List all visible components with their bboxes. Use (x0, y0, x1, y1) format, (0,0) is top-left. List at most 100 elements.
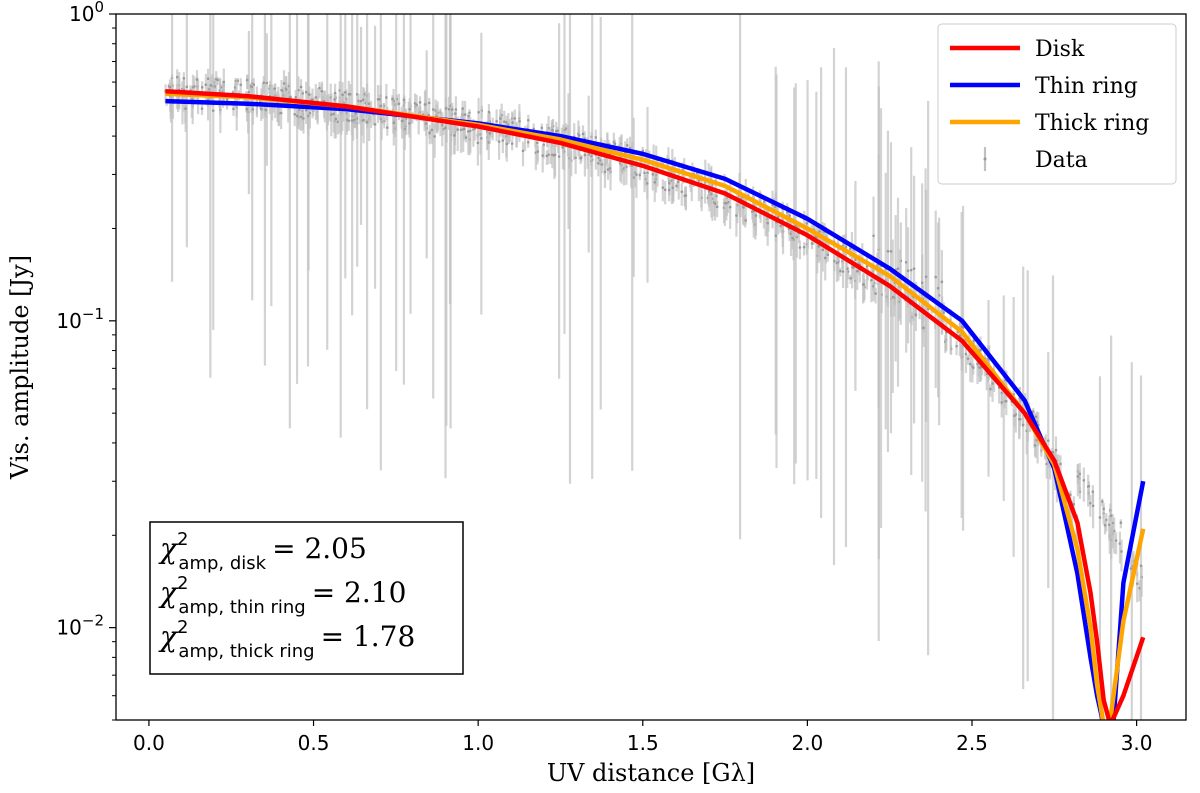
data-point (1051, 451, 1055, 454)
data-point (1129, 567, 1133, 570)
data-point (487, 110, 491, 114)
data-point (206, 77, 210, 81)
data-point (922, 326, 925, 330)
data-point (818, 230, 821, 233)
data-point (1103, 523, 1107, 527)
data-point (295, 114, 299, 118)
data-point (505, 142, 509, 146)
data-point (823, 256, 827, 260)
data-point (307, 93, 311, 96)
data-point (477, 110, 480, 114)
data-point (551, 153, 554, 157)
data-point (976, 362, 979, 366)
data-point (527, 118, 530, 122)
data-point (675, 184, 678, 188)
data-point (379, 104, 383, 108)
data-point (408, 107, 412, 111)
data-point (972, 366, 975, 369)
data-point (635, 173, 638, 176)
data-point (239, 83, 243, 87)
legend-label-data: Data (1035, 148, 1088, 173)
data-point (597, 161, 600, 165)
data-point (262, 81, 266, 85)
data-point (452, 134, 456, 137)
data-point (232, 107, 235, 111)
data-point (464, 136, 468, 139)
data-point (424, 122, 428, 125)
data-point (536, 150, 540, 153)
data-point (347, 119, 351, 123)
data-point (1034, 415, 1038, 419)
data-point (676, 180, 680, 184)
data-point (540, 126, 544, 130)
data-point (334, 117, 338, 121)
data-point (810, 242, 814, 245)
data-point (250, 85, 254, 89)
data-point (447, 107, 451, 111)
series-line-disk (165, 89, 1146, 720)
data-point (386, 126, 389, 129)
data-point (557, 155, 561, 158)
data-point (940, 280, 944, 284)
data-point (333, 91, 337, 95)
data-point (361, 98, 365, 102)
data-point (553, 153, 557, 157)
data-point (651, 172, 655, 176)
data-point (817, 245, 820, 248)
data-point (365, 120, 369, 124)
data-point (955, 344, 958, 348)
data-point (444, 126, 447, 130)
data-point (535, 141, 539, 145)
data-point (1135, 582, 1139, 585)
data-point (1114, 539, 1118, 542)
data-point (185, 85, 189, 89)
data-point (833, 259, 836, 263)
data-point (1089, 501, 1092, 505)
y-axis-label: Vis. amplitude [Jy] (6, 255, 34, 480)
data-point (285, 88, 288, 91)
data-point (499, 117, 502, 120)
data-point (209, 83, 213, 87)
data-point (791, 236, 794, 240)
data-point (1139, 564, 1143, 568)
data-point (1082, 478, 1086, 482)
data-point (912, 267, 916, 270)
x-tick-label: 0.5 (298, 731, 330, 755)
data-point (264, 108, 268, 112)
data-point (397, 102, 401, 106)
data-point (505, 120, 508, 124)
data-point (510, 142, 514, 145)
data-point (200, 107, 204, 110)
data-point (184, 107, 187, 110)
data-point (603, 170, 607, 174)
data-point (318, 86, 321, 90)
data-point (367, 102, 371, 106)
data-point (988, 387, 992, 391)
data-point (480, 137, 483, 140)
data-point (247, 90, 251, 94)
data-point (299, 85, 303, 89)
data-point (671, 186, 675, 190)
data-point (359, 99, 363, 103)
data-point (431, 108, 435, 111)
data-point (1004, 399, 1008, 403)
data-point (934, 275, 937, 279)
data-point (265, 81, 269, 85)
data-point (463, 113, 467, 116)
data-point (821, 248, 825, 252)
data-point (906, 269, 910, 273)
data-point (251, 108, 255, 111)
data-point (645, 182, 649, 185)
data-point (451, 108, 454, 111)
data-point (299, 115, 303, 119)
data-point (320, 89, 324, 93)
data-point (521, 149, 525, 153)
data-point (418, 101, 422, 104)
data-point (541, 154, 544, 157)
data-point (1019, 417, 1022, 421)
data-point (488, 132, 492, 135)
data-point (526, 140, 530, 144)
data-point (195, 78, 199, 81)
data-point (304, 90, 308, 94)
data-point (444, 107, 448, 110)
